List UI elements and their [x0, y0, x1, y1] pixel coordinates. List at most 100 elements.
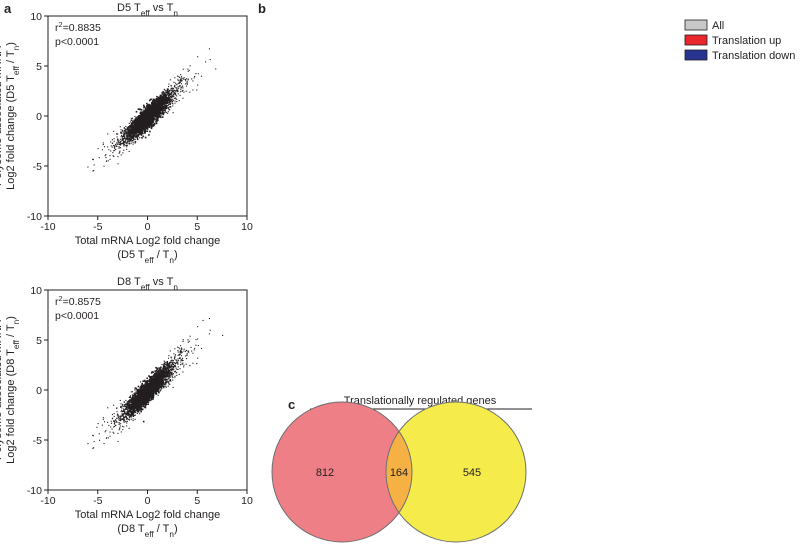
data-point [168, 100, 170, 102]
data-point [117, 138, 119, 140]
data-point [158, 101, 161, 103]
data-point [163, 88, 165, 90]
data-point [164, 101, 166, 104]
data-point [127, 142, 129, 144]
data-point [143, 123, 145, 125]
data-point [130, 125, 132, 127]
data-point [152, 121, 154, 123]
data-point [122, 143, 124, 145]
data-point [143, 112, 146, 115]
data-point [187, 339, 189, 341]
data-point [170, 106, 172, 108]
data-point [181, 350, 183, 352]
data-point [172, 360, 174, 362]
data-point [186, 85, 188, 87]
data-point [181, 79, 183, 81]
data-point [165, 91, 167, 93]
data-point [120, 143, 122, 145]
data-point [161, 99, 163, 102]
data-point [160, 94, 162, 97]
data-point [165, 97, 167, 99]
data-point [97, 148, 99, 150]
data-point [181, 83, 183, 85]
data-point [163, 370, 165, 372]
data-point [131, 120, 133, 122]
data-point [147, 119, 150, 122]
data-point [120, 418, 122, 420]
data-point [153, 117, 156, 120]
data-point [180, 78, 182, 80]
data-point [180, 87, 182, 89]
data-point [129, 128, 132, 131]
data-point [160, 109, 163, 111]
data-point [168, 383, 170, 385]
data-point [111, 422, 113, 424]
data-point [131, 401, 133, 403]
data-point [122, 142, 124, 144]
data-point [152, 118, 155, 120]
data-point [111, 139, 113, 141]
data-point [112, 152, 114, 154]
data-point [123, 149, 125, 151]
data-point [143, 130, 146, 133]
data-point [167, 111, 169, 113]
data-point [148, 115, 151, 117]
data-point [165, 111, 167, 113]
data-point [161, 106, 164, 108]
data-point [148, 112, 151, 114]
data-point [159, 109, 162, 111]
data-point [128, 401, 130, 403]
data-point [147, 108, 150, 111]
data-point [182, 340, 184, 342]
data-point [163, 93, 165, 95]
data-point [130, 136, 132, 138]
scatter-title: D5 Teff vs Tn [117, 2, 178, 18]
data-point [188, 351, 190, 353]
data-point [156, 107, 158, 110]
data-point [152, 108, 155, 111]
data-point [179, 94, 181, 96]
data-point [150, 106, 152, 108]
data-point [93, 164, 95, 166]
data-point [162, 384, 164, 386]
data-point [120, 131, 122, 133]
data-point [169, 100, 171, 102]
data-point [124, 406, 126, 408]
y-tick-label: 0 [36, 111, 42, 123]
data-point [167, 367, 169, 369]
data-point [137, 123, 140, 125]
data-point [164, 92, 166, 94]
data-point [131, 128, 133, 131]
data-point [175, 367, 177, 369]
data-point [187, 68, 189, 70]
data-point [170, 89, 172, 91]
data-point [158, 103, 160, 105]
p-annotation: p<0.0001 [55, 36, 99, 48]
data-point [99, 439, 101, 441]
data-point [156, 100, 158, 102]
data-point [153, 397, 155, 399]
data-point [123, 142, 125, 144]
data-point [126, 137, 128, 139]
data-point [167, 112, 169, 114]
panel-label-a: a [4, 1, 12, 16]
data-point [180, 364, 182, 366]
data-point [170, 357, 172, 359]
data-point [146, 127, 149, 129]
data-point [124, 131, 126, 133]
data-point [161, 95, 163, 97]
data-point [129, 135, 131, 137]
data-point [125, 416, 127, 418]
data-point [104, 155, 106, 157]
data-point [174, 94, 176, 96]
data-point [180, 79, 182, 81]
data-point [155, 121, 157, 123]
data-point [156, 116, 158, 119]
data-point [140, 134, 143, 136]
data-point [117, 156, 119, 158]
data-point [166, 90, 168, 92]
data-point [164, 364, 166, 366]
data-point [167, 98, 170, 101]
data-point [106, 160, 108, 162]
data-point [166, 99, 168, 101]
